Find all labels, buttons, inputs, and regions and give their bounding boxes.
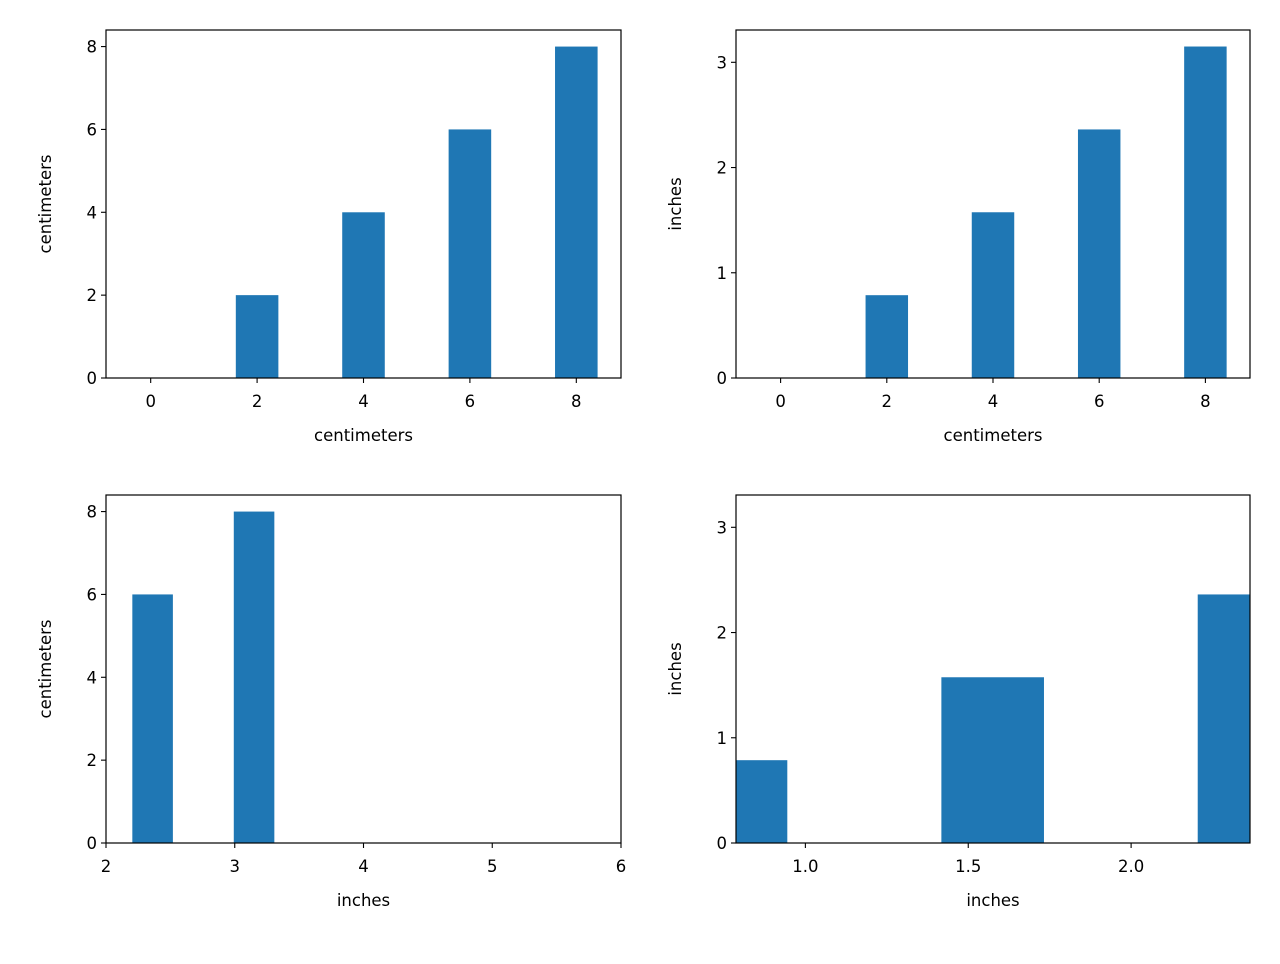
axes-frame [105, 494, 622, 844]
x-tick-label: 2.0 [1118, 857, 1144, 876]
bar [941, 677, 1044, 843]
x-tick-label: 2 [882, 392, 893, 411]
x-tick-label: 0 [145, 392, 156, 411]
x-tick-label: 4 [358, 392, 369, 411]
x-tick-label: 8 [1200, 392, 1211, 411]
x-axis-label: inches [337, 891, 390, 910]
subplot-2: 0 2 4 6 8 0 1 2 3 centimeters inches [666, 29, 1251, 445]
bar [1197, 594, 1250, 843]
x-tick-label: 2 [252, 392, 263, 411]
y-tick-label: 8 [87, 38, 98, 57]
y-axis-label: inches [666, 642, 685, 695]
x-tick-label: 1.5 [955, 857, 981, 876]
y-tick-label: 6 [87, 120, 98, 139]
bar [342, 212, 385, 378]
bar [736, 760, 788, 843]
y-axis-label: centimeters [36, 155, 55, 254]
bar [1077, 129, 1121, 378]
y-tick-label: 1 [717, 729, 728, 748]
bar [448, 129, 492, 378]
x-tick-label: 1.0 [792, 857, 818, 876]
y-axis-label: centimeters [36, 620, 55, 719]
x-tick-label: 0 [775, 392, 786, 411]
y-tick-label: 2 [87, 751, 98, 770]
x-tick-label: 6 [1094, 392, 1105, 411]
bars [235, 46, 598, 378]
x-tick-label: 6 [465, 392, 476, 411]
bar [235, 295, 279, 378]
bar [971, 212, 1015, 378]
y-tick-label: 3 [717, 53, 728, 72]
x-tick-label: 4 [988, 392, 999, 411]
bars [865, 46, 1227, 378]
y-tick-label: 1 [717, 264, 728, 283]
bar [865, 295, 909, 378]
y-tick-label: 2 [717, 624, 728, 643]
y-tick-label: 0 [717, 834, 728, 853]
x-axis-label: centimeters [314, 426, 413, 445]
y-tick-label: 2 [87, 286, 98, 305]
bar [132, 594, 173, 843]
x-axis-label: inches [966, 891, 1019, 910]
y-tick-label: 3 [717, 518, 728, 537]
axes-frame [735, 494, 1251, 844]
y-tick-label: 4 [87, 203, 98, 222]
x-tick-label: 4 [358, 857, 369, 876]
y-tick-label: 0 [87, 834, 98, 853]
bars [132, 511, 275, 843]
y-tick-label: 2 [717, 159, 728, 178]
x-tick-label: 3 [230, 857, 241, 876]
x-tick-label: 8 [571, 392, 582, 411]
bar [555, 46, 598, 378]
bars [736, 594, 1250, 843]
y-tick-label: 0 [717, 369, 728, 388]
y-tick-label: 8 [87, 503, 98, 522]
y-axis-label: inches [666, 177, 685, 230]
bar [1184, 46, 1227, 378]
bar [233, 511, 275, 843]
x-tick-label: 2 [101, 857, 112, 876]
x-axis-label: centimeters [944, 426, 1043, 445]
y-tick-label: 6 [87, 585, 98, 604]
x-tick-label: 6 [616, 857, 627, 876]
x-tick-label: 5 [487, 857, 498, 876]
subplot-1: 0 2 4 6 8 0 2 4 6 8 centimeters centimeters [36, 29, 622, 445]
y-tick-label: 4 [87, 668, 98, 687]
subplot-4: 1.0 1.5 2.0 0 1 2 3 inches inches [666, 494, 1251, 910]
y-tick-label: 0 [87, 369, 98, 388]
